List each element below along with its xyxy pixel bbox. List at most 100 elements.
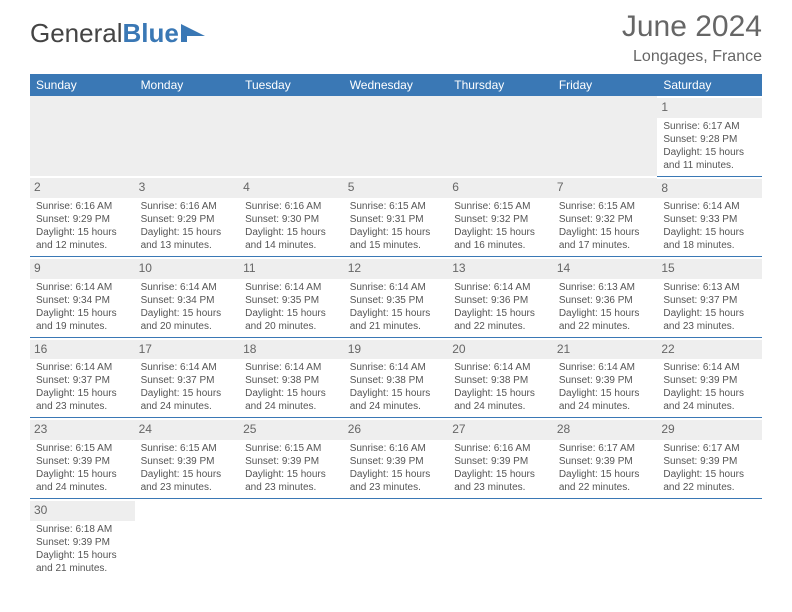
day-header: Sunday — [30, 74, 135, 96]
daylight-text: Daylight: 15 hours and 21 minutes. — [350, 307, 443, 333]
sunrise-text: Sunrise: 6:14 AM — [350, 361, 443, 374]
sunrise-text: Sunrise: 6:15 AM — [350, 200, 443, 213]
calendar-head: SundayMondayTuesdayWednesdayThursdayFrid… — [30, 74, 762, 96]
calendar-cell — [30, 96, 135, 176]
calendar-cell: 6Sunrise: 6:15 AMSunset: 9:32 PMDaylight… — [448, 176, 553, 257]
day-number: 15 — [657, 259, 762, 279]
sunrise-text: Sunrise: 6:16 AM — [350, 442, 443, 455]
day-number: 3 — [135, 178, 240, 198]
location-label: Longages, France — [622, 48, 762, 66]
calendar-cell: 11Sunrise: 6:14 AMSunset: 9:35 PMDayligh… — [239, 257, 344, 338]
brand-part1: General — [30, 18, 123, 49]
sunrise-text: Sunrise: 6:16 AM — [454, 442, 547, 455]
day-number: 11 — [239, 259, 344, 279]
calendar-week: 30Sunrise: 6:18 AMSunset: 9:39 PMDayligh… — [30, 498, 762, 578]
daylight-text: Daylight: 15 hours and 22 minutes. — [663, 468, 756, 494]
daylight-text: Daylight: 15 hours and 18 minutes. — [663, 226, 756, 252]
sunset-text: Sunset: 9:29 PM — [36, 213, 129, 226]
sunset-text: Sunset: 9:36 PM — [454, 294, 547, 307]
calendar-cell: 8Sunrise: 6:14 AMSunset: 9:33 PMDaylight… — [657, 176, 762, 257]
day-number: 24 — [135, 420, 240, 440]
daylight-text: Daylight: 15 hours and 14 minutes. — [245, 226, 338, 252]
calendar-cell: 22Sunrise: 6:14 AMSunset: 9:39 PMDayligh… — [657, 337, 762, 418]
day-number: 23 — [30, 420, 135, 440]
calendar-cell: 27Sunrise: 6:16 AMSunset: 9:39 PMDayligh… — [448, 418, 553, 499]
sunrise-text: Sunrise: 6:18 AM — [36, 523, 129, 536]
sunset-text: Sunset: 9:29 PM — [141, 213, 234, 226]
daylight-text: Daylight: 15 hours and 21 minutes. — [36, 549, 129, 575]
brand-part2: Blue — [123, 18, 179, 49]
sunrise-text: Sunrise: 6:14 AM — [663, 200, 756, 213]
day-number: 6 — [448, 178, 553, 198]
daylight-text: Daylight: 15 hours and 13 minutes. — [141, 226, 234, 252]
day-number: 27 — [448, 420, 553, 440]
calendar-cell — [553, 498, 658, 578]
day-number: 9 — [30, 259, 135, 279]
day-number: 12 — [344, 259, 449, 279]
calendar-week: 23Sunrise: 6:15 AMSunset: 9:39 PMDayligh… — [30, 418, 762, 499]
calendar-cell: 1Sunrise: 6:17 AMSunset: 9:28 PMDaylight… — [657, 96, 762, 176]
sunrise-text: Sunrise: 6:15 AM — [141, 442, 234, 455]
sunrise-text: Sunrise: 6:16 AM — [36, 200, 129, 213]
calendar-cell: 3 Sunrise: 6:16 AMSunset: 9:29 PMDaylight… — [135, 176, 240, 257]
calendar-cell: 30Sunrise: 6:18 AMSunset: 9:39 PMDayligh… — [30, 498, 135, 578]
calendar-cell: 10Sunrise: 6:14 AMSunset: 9:34 PMDayligh… — [135, 257, 240, 338]
day-number: 29 — [657, 420, 762, 440]
day-header: Tuesday — [239, 74, 344, 96]
sunrise-text: Sunrise: 6:15 AM — [454, 200, 547, 213]
day-header: Thursday — [448, 74, 553, 96]
day-header: Monday — [135, 74, 240, 96]
sunrise-text: Sunrise: 6:14 AM — [141, 281, 234, 294]
daylight-text: Daylight: 15 hours and 17 minutes. — [559, 226, 652, 252]
calendar-cell — [448, 498, 553, 578]
day-number: 13 — [448, 259, 553, 279]
sunrise-text: Sunrise: 6:13 AM — [663, 281, 756, 294]
sunrise-text: Sunrise: 6:17 AM — [663, 442, 756, 455]
sunset-text: Sunset: 9:37 PM — [141, 374, 234, 387]
daylight-text: Daylight: 15 hours and 24 minutes. — [245, 387, 338, 413]
sunrise-text: Sunrise: 6:14 AM — [454, 281, 547, 294]
sunset-text: Sunset: 9:39 PM — [559, 455, 652, 468]
brand-logo: GeneralBlue — [30, 18, 205, 49]
flag-icon — [181, 24, 205, 44]
daylight-text: Daylight: 15 hours and 23 minutes. — [454, 468, 547, 494]
sunrise-text: Sunrise: 6:14 AM — [350, 281, 443, 294]
calendar-week: 2Sunrise: 6:16 AMSunset: 9:29 PMDaylight… — [30, 176, 762, 257]
sunset-text: Sunset: 9:31 PM — [350, 213, 443, 226]
calendar-cell: 4Sunrise: 6:16 AMSunset: 9:30 PMDaylight… — [239, 176, 344, 257]
calendar-cell: 18Sunrise: 6:14 AMSunset: 9:38 PMDayligh… — [239, 337, 344, 418]
day-number: 19 — [344, 340, 449, 360]
day-number: 5 — [344, 178, 449, 198]
sunset-text: Sunset: 9:39 PM — [663, 455, 756, 468]
day-header: Wednesday — [344, 74, 449, 96]
day-number: 30 — [30, 501, 135, 521]
sunset-text: Sunset: 9:39 PM — [141, 455, 234, 468]
day-number: 1 — [657, 98, 762, 118]
calendar-cell: 7Sunrise: 6:15 AMSunset: 9:32 PMDaylight… — [553, 176, 658, 257]
daylight-text: Daylight: 15 hours and 23 minutes. — [36, 387, 129, 413]
daylight-text: Daylight: 15 hours and 22 minutes. — [454, 307, 547, 333]
day-number: 28 — [553, 420, 658, 440]
title-block: June 2024 Longages, France — [622, 10, 762, 66]
calendar-cell: 16Sunrise: 6:14 AMSunset: 9:37 PMDayligh… — [30, 337, 135, 418]
day-number: 18 — [239, 340, 344, 360]
daylight-text: Daylight: 15 hours and 24 minutes. — [559, 387, 652, 413]
day-number: 26 — [344, 420, 449, 440]
sunrise-text: Sunrise: 6:15 AM — [559, 200, 652, 213]
sunrise-text: Sunrise: 6:14 AM — [559, 361, 652, 374]
month-title: June 2024 — [622, 10, 762, 44]
sunrise-text: Sunrise: 6:14 AM — [245, 361, 338, 374]
day-number: 16 — [30, 340, 135, 360]
calendar-cell — [657, 498, 762, 578]
sunrise-text: Sunrise: 6:16 AM — [141, 200, 234, 213]
daylight-text: Daylight: 15 hours and 23 minutes. — [245, 468, 338, 494]
calendar-cell: 17Sunrise: 6:14 AMSunset: 9:37 PMDayligh… — [135, 337, 240, 418]
daylight-text: Daylight: 15 hours and 11 minutes. — [663, 146, 756, 172]
sunset-text: Sunset: 9:39 PM — [36, 455, 129, 468]
daylight-text: Daylight: 15 hours and 19 minutes. — [36, 307, 129, 333]
day-number: 4 — [239, 178, 344, 198]
sunset-text: Sunset: 9:39 PM — [245, 455, 338, 468]
calendar-week: 1Sunrise: 6:17 AMSunset: 9:28 PMDaylight… — [30, 96, 762, 176]
sunset-text: Sunset: 9:38 PM — [245, 374, 338, 387]
page-header: GeneralBlue June 2024 Longages, France — [30, 10, 762, 66]
